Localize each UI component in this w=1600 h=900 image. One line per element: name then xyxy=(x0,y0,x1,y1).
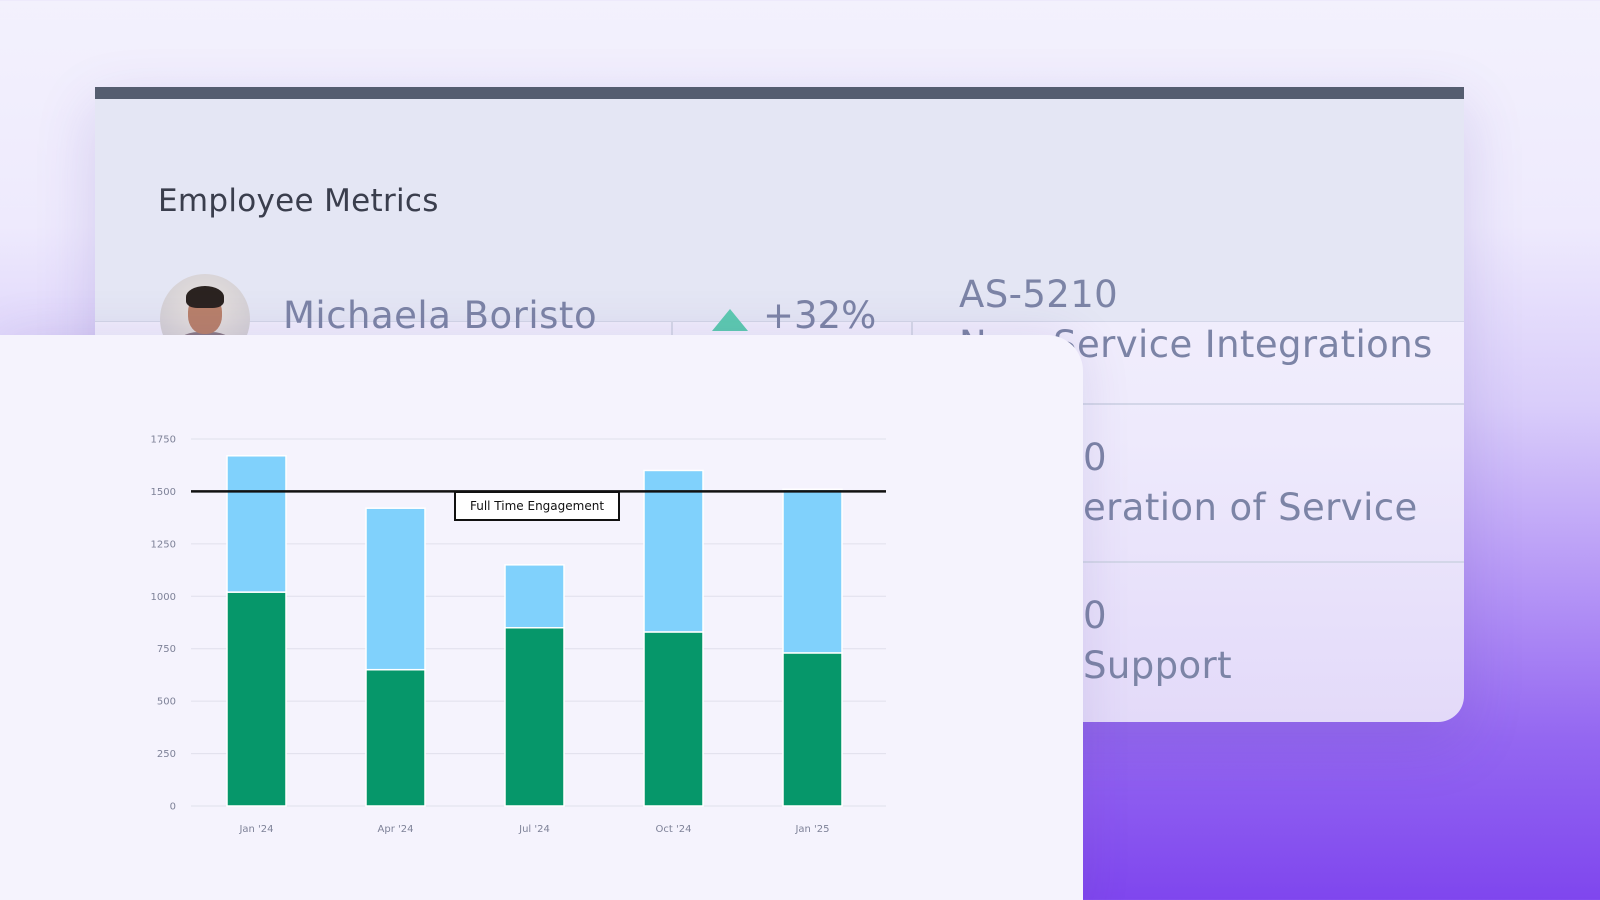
x-tick-label: Apr '24 xyxy=(378,824,414,835)
metric-code: AS-5210 xyxy=(959,273,1119,316)
bar-segment xyxy=(643,631,704,807)
bar-segment xyxy=(782,488,843,654)
y-tick-label: 750 xyxy=(157,644,176,655)
bar-segment xyxy=(504,564,565,629)
card-header: Employee Metrics xyxy=(95,99,1464,322)
bar-segment xyxy=(226,591,287,807)
x-tick-label: Jan '25 xyxy=(794,824,829,835)
y-tick-label: 1000 xyxy=(151,592,176,603)
metric-code: 0 xyxy=(1083,594,1107,637)
y-tick-label: 0 xyxy=(170,802,176,813)
card-top-bar xyxy=(95,87,1464,99)
employee-name[interactable]: Michaela Boristo xyxy=(283,294,598,337)
bar-segment xyxy=(782,652,843,807)
y-tick-label: 250 xyxy=(157,749,176,760)
metric-label: eration of Service xyxy=(1083,486,1418,529)
page-title: Employee Metrics xyxy=(158,183,439,219)
metric-code: 0 xyxy=(1083,436,1107,479)
trend-value: +32% xyxy=(763,294,877,337)
triangle-up-icon xyxy=(712,309,748,331)
x-tick-label: Jul '24 xyxy=(518,824,550,835)
bar-segment xyxy=(504,626,565,807)
x-tick-label: Oct '24 xyxy=(656,824,692,835)
bar-segment xyxy=(365,668,426,807)
bar-segment xyxy=(226,455,287,593)
bar-segment xyxy=(643,469,704,633)
row-divider xyxy=(913,403,1464,405)
x-tick-label: Jan '24 xyxy=(238,824,273,835)
y-tick-label: 1750 xyxy=(151,435,176,446)
stacked-bar-chart: 0 250 500 750 1000 1250 1500 1750 Jan '24 Apr '24… xyxy=(151,435,886,835)
y-tick-label: 1500 xyxy=(151,487,176,498)
y-tick-label: 1250 xyxy=(151,539,176,550)
bar-segment xyxy=(365,507,426,671)
y-tick-label: 500 xyxy=(157,697,176,708)
metric-label: Support xyxy=(1083,644,1233,687)
chart-card: 0 250 500 750 1000 1250 1500 1750 Jan '24 Apr '24… xyxy=(0,335,1083,900)
reference-line-label: Full Time Engagement xyxy=(454,491,620,521)
row-divider xyxy=(913,561,1464,563)
